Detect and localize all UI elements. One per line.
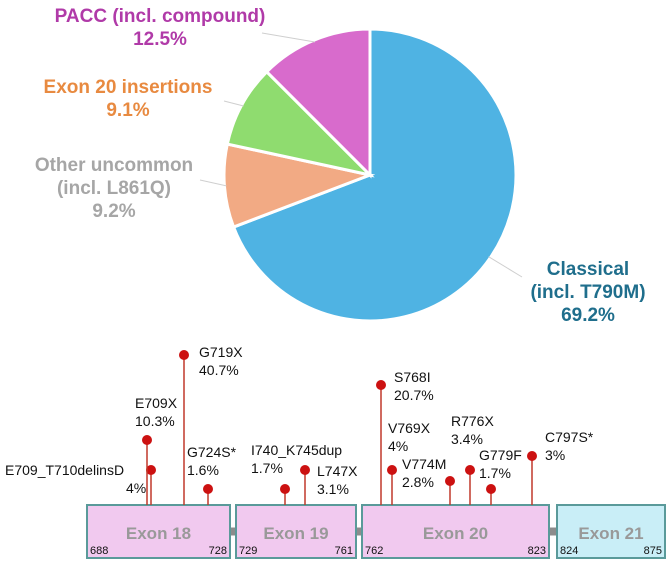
exon-21-label: Exon 21 [578,524,643,543]
mutation-name-g779f: G779F [479,447,522,463]
pie-leader-lines [199,32,523,278]
mutation-head-g719x [179,350,189,360]
mutation-value-e709x: 10.3% [135,413,175,429]
exon-18-start: 688 [90,545,108,557]
leader-line-pacc [261,32,315,43]
pie-label-pacc: PACC (incl. compound) 12.5% [10,5,310,51]
mutation-head-v774m [445,476,455,486]
exon-connector [549,527,557,536]
mutation-value-i740-k745dup: 1.7% [251,460,283,476]
mutation-head-r776x [465,465,475,475]
pie-slice-other-uncommon [222,142,376,229]
mutation-head-l747x [300,465,310,475]
mutation-head-c797s [527,451,537,461]
mutation-value-g779f: 1.7% [479,465,511,481]
mutation-value-r776x: 3.4% [451,431,483,447]
leader-line-classical [488,256,523,278]
exon-20-box [361,504,550,559]
pie-label-line: (incl. L861Q) [56,178,172,199]
mutation-value-v769x: 4% [388,438,408,454]
pie-label-line: (incl. T790M) [530,282,646,303]
exon-20-end: 823 [528,545,546,557]
exon-19-box [235,504,357,559]
pie-value-other-uncommon: 9.2% [92,201,136,222]
exon-18-label: Exon 18 [126,524,191,543]
exon-18-box [86,504,231,559]
mutation-head-s768i [376,380,386,390]
pie-label-line: Exon 20 insertions [43,77,213,98]
mutation-name-v774m: V774M [402,456,446,472]
exon-18-end: 728 [209,545,227,557]
pie-label-line: PACC (incl. compound) [54,6,266,27]
mutation-name-c797s: C797S* [545,429,594,445]
mutation-value-v774m: 2.8% [402,474,434,490]
pie-value-exon20-insertions: 9.1% [106,100,150,121]
exon-21-start: 824 [560,545,578,557]
mutation-name-e709x: E709X [135,395,178,411]
mutation-value-g719x: 40.7% [199,362,239,378]
mutation-name-g719x: G719X [199,344,243,360]
exon-connector [356,527,362,536]
exon-19-end: 761 [335,545,353,557]
mutation-name-v769x: V769X [388,420,431,436]
mutation-name-l747x: L747X [317,463,358,479]
pie-label-other-uncommon: Other uncommon (incl. L861Q) 9.2% [0,154,228,223]
mutation-head-v769x [387,465,397,475]
leader-line-other-uncommon [199,179,227,187]
pie-slice-pacc [264,27,372,179]
mutation-head-g779f [486,484,496,494]
mutation-head-e709x [142,435,152,445]
mutation-head-g724s [203,484,213,494]
mutation-head-e709-t710delinsd [146,465,156,475]
exon-19-start: 729 [239,545,257,557]
exon-20-start: 762 [365,545,383,557]
mutation-value-l747x: 3.1% [317,481,349,497]
pie-label-exon20-insertions: Exon 20 insertions 9.1% [14,76,242,122]
pie-chart [222,27,518,323]
exon-20-label: Exon 20 [423,524,488,543]
lollipop-chart: Exon 18 688 728 Exon 19 729 761 Exon 20 762 823 E… [5,344,666,559]
pie-label-line: Other uncommon [34,155,194,176]
exon-connector [230,527,236,536]
exon-21-end: 875 [644,545,662,557]
mutation-value-s768i: 20.7% [394,387,434,403]
mutation-head-i740-k745dup [280,484,290,494]
pie-label-line: Classical [546,259,630,280]
mutation-value-e709-t710delinsd: 4% [126,480,146,496]
mutation-name-s768i: S768I [394,369,431,385]
mutation-name-g724s: G724S* [187,444,237,460]
pie-label-classical: Classical (incl. T790M) 69.2% [508,258,668,327]
pie-value-pacc: 12.5% [133,29,187,50]
exon-19-label: Exon 19 [263,524,328,543]
leader-line-exon20-insertions [223,100,244,107]
mutation-name-e709-t710delinsd: E709_T710delinsD [5,462,124,478]
mutation-name-i740-k745dup: I740_K745dup [251,442,342,458]
mutation-value-c797s: 3% [545,447,565,463]
exon-21-box [556,504,666,559]
mutation-value-g724s: 1.6% [187,462,219,478]
pie-value-classical: 69.2% [561,305,615,326]
mutation-name-r776x: R776X [451,413,494,429]
